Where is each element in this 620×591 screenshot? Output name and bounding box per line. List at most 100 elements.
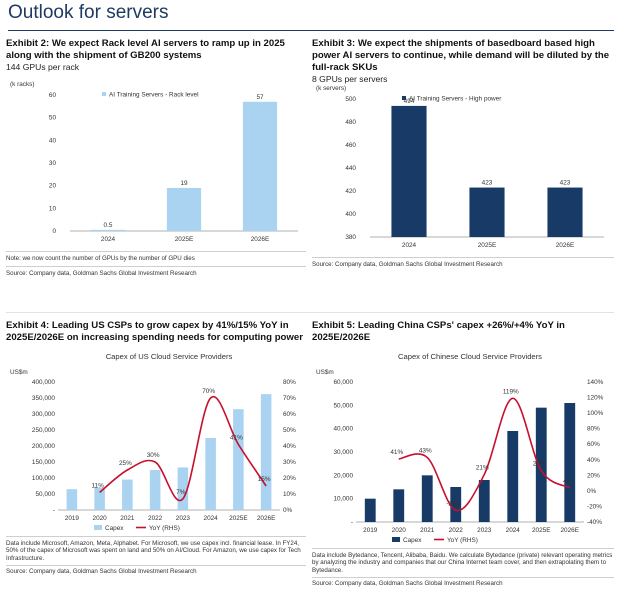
x-tick-label: 2021 <box>420 527 435 534</box>
y-tick-label: 250,000 <box>32 427 56 434</box>
data-label: 494 <box>404 98 415 105</box>
y-tick-label: 440 <box>345 165 356 172</box>
y2-tick-label: 40% <box>283 443 296 450</box>
legend-swatch-capex <box>94 525 102 530</box>
exhibit-2-source: Source: Company data, Goldman Sachs Glob… <box>6 270 197 278</box>
y2-tick-label: 60% <box>587 441 600 448</box>
y-tick-label: 150,000 <box>32 459 56 466</box>
y2-tick-label: 50% <box>283 427 296 434</box>
exhibit-3-source: Source: Company data, Goldman Sachs Glob… <box>312 261 503 268</box>
x-tick-label: 2026E <box>561 527 579 534</box>
legend-swatch <box>102 92 106 96</box>
title-rule <box>8 30 614 31</box>
bar-2026E <box>547 187 583 237</box>
exhibit-2-note: Note: we now count the number of GPUs by… <box>6 255 195 262</box>
y-tick-label: 60,000 <box>333 379 353 386</box>
y-tick-label: 400,000 <box>32 379 56 386</box>
y-tick-label: 460 <box>345 142 356 149</box>
y-tick-label: 50,000 <box>35 491 55 498</box>
y-axis-label: US$m <box>316 369 334 376</box>
y-tick-label: 380 <box>345 234 356 241</box>
exhibit-2-subtitle: 144 GPUs per rack <box>6 62 80 72</box>
y-tick-label: 420 <box>345 188 356 195</box>
x-tick-label: 2024 <box>204 515 219 522</box>
y-tick-label: 500 <box>345 96 356 103</box>
divider <box>6 536 306 537</box>
yoy-data-label: 70% <box>202 388 215 395</box>
legend-label: AI Training Servers - Rack level <box>109 92 199 99</box>
capex-bar-2019 <box>364 498 376 522</box>
legend-swatch <box>402 96 406 100</box>
y-axis-label: (k servers) <box>316 85 346 92</box>
bar-2025E <box>166 187 202 231</box>
exhibit-5-source: Source: Company data, Goldman Sachs Glob… <box>312 580 503 588</box>
y2-tick-label: 30% <box>283 459 296 466</box>
x-tick-label: 2022 <box>449 527 464 534</box>
y-tick-label: 350,000 <box>32 395 56 402</box>
y-tick-label: 30,000 <box>333 449 353 456</box>
divider <box>6 565 306 567</box>
y-tick-label: 480 <box>345 119 356 126</box>
y-tick-label: 60 <box>49 92 57 99</box>
y2-tick-label: 0% <box>283 507 293 514</box>
y2-tick-label: 60% <box>283 411 296 418</box>
y-tick-label: 400 <box>345 211 356 218</box>
capex-bar-2021 <box>122 479 133 510</box>
exhibit-4: Exhibit 4: Leading US CSPs to grow capex… <box>6 320 306 591</box>
data-label: 19 <box>180 180 188 187</box>
page-title: Outlook for servers <box>8 2 169 23</box>
y-tick-label: - <box>351 519 353 526</box>
exhibit-3: Exhibit 3: We expect the shipments of ba… <box>312 38 614 308</box>
y-tick-label: 20,000 <box>333 472 353 479</box>
x-tick-label: 2026E <box>556 242 574 249</box>
row-divider <box>6 312 614 313</box>
y-axis-label: (k racks) <box>10 81 35 88</box>
y-tick-label: 10,000 <box>333 496 353 503</box>
capex-bar-2026E <box>260 394 272 510</box>
legend-label-capex: Capex <box>105 525 124 532</box>
us-csp-capex-chart: US$m Capex of US Cloud Service Providers -… <box>10 352 296 532</box>
y2-tick-label: 80% <box>587 426 600 433</box>
x-tick-label: 2024 <box>101 236 116 243</box>
y-axis-label: US$m <box>10 369 28 376</box>
legend-swatch-capex <box>392 537 400 542</box>
y-tick-label: 100,000 <box>32 475 56 482</box>
high-power-ai-servers-chart: (k servers) 380 400 420 440 460 480 500 AI Train… <box>316 85 604 249</box>
yoy-data-label: 21% <box>476 465 489 472</box>
exhibit-4-note: Data include Microsoft, Amazon, Meta, Al… <box>6 540 301 562</box>
divider <box>312 548 614 549</box>
capex-bar-2020 <box>393 489 405 522</box>
y2-tick-label: -40% <box>587 519 602 526</box>
divider <box>6 266 306 268</box>
capex-bar-2024 <box>205 438 216 510</box>
divider <box>312 257 614 258</box>
y2-tick-label: -20% <box>587 503 602 510</box>
x-tick-label: 2022 <box>148 515 163 522</box>
exhibit-2-title: Exhibit 2: We expect Rack level AI serve… <box>6 38 285 61</box>
x-tick-label: 2025E <box>532 527 550 534</box>
chart-title: Capex of Chinese Cloud Service Providers <box>398 352 542 361</box>
divider <box>6 251 306 252</box>
y-tick-label: 40,000 <box>333 426 353 433</box>
legend-label-yoy: YoY (RHS) <box>447 537 478 544</box>
exhibit-2: Exhibit 2: We expect Rack level AI serve… <box>6 38 306 308</box>
y-tick-label: 300,000 <box>32 411 56 418</box>
x-tick-label: 2025E <box>175 236 193 243</box>
data-label: 0.5 <box>104 222 113 229</box>
y-tick-label: 20 <box>49 183 57 190</box>
exhibit-5: Exhibit 5: Leading China CSPs' capex +26… <box>312 320 614 591</box>
x-tick-label: 2024 <box>506 527 521 534</box>
bar-2024 <box>90 229 126 231</box>
capex-bar-2021 <box>421 475 433 522</box>
x-tick-label: 2021 <box>120 515 135 522</box>
y-tick-label: - <box>53 507 55 514</box>
exhibit-3-title: Exhibit 3: We expect the shipments of ba… <box>312 38 610 73</box>
yoy-data-label: 11% <box>91 482 104 489</box>
x-tick-label: 2020 <box>93 515 108 522</box>
capex-bar-2022 <box>450 487 462 522</box>
x-tick-label: 2019 <box>65 515 80 522</box>
exhibit-4-title: Exhibit 4: Leading US CSPs to grow capex… <box>6 320 303 343</box>
capex-bar-2019 <box>66 489 78 510</box>
x-tick-label: 2019 <box>363 527 378 534</box>
yoy-data-label: 41% <box>230 434 243 441</box>
